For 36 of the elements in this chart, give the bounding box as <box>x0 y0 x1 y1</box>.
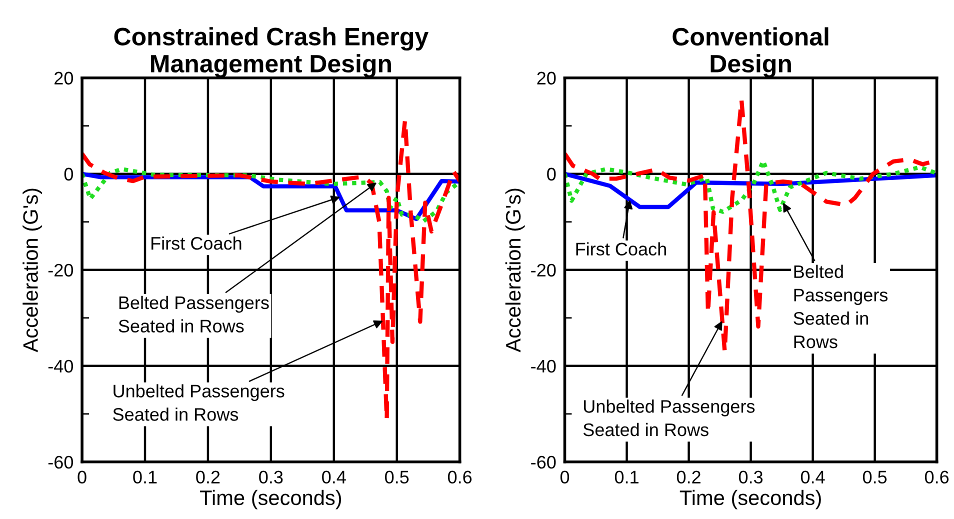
x-tick-label: 0 <box>560 470 570 484</box>
x-tick-label: 0.1 <box>133 470 157 484</box>
x-tick-label: 0.3 <box>738 470 763 484</box>
y-tick-label: -20 <box>48 264 74 277</box>
x-tick-label: 0 <box>78 470 86 484</box>
y-tick-label: -60 <box>531 456 556 469</box>
y-axis-title: Acceleration (G's) <box>505 188 525 352</box>
annotation: Unbelted Passengers Seated in Rows <box>113 384 284 421</box>
y-axis-title: Acceleration (G's) <box>22 188 42 352</box>
y-tick-label: -40 <box>531 360 556 373</box>
annotation: Unbelted Passengers Seated in Rows <box>583 400 755 436</box>
y-tick-label: -40 <box>48 360 74 373</box>
x-axis-title: Time (seconds) <box>200 490 342 510</box>
y-tick-label: 20 <box>54 72 74 85</box>
x-tick-label: 0.2 <box>676 470 700 484</box>
x-tick-label: 0.6 <box>924 470 949 484</box>
x-tick-label: 0.3 <box>259 470 283 484</box>
y-tick-label: -60 <box>48 456 74 469</box>
annotation: Belted Passengers Seated in Rows <box>794 264 888 348</box>
x-tick-label: 0.4 <box>800 470 825 484</box>
x-tick-label: 0.1 <box>614 470 638 484</box>
chart-title: Constrained Crash Energy Management Design <box>114 27 428 78</box>
chart-title: Conventional Design <box>672 27 828 78</box>
annotation: First Coach <box>576 242 666 256</box>
annotation: First Coach <box>152 236 242 250</box>
annotation: Belted Passengers Seated in Rows <box>118 296 269 332</box>
x-axis-title: Time (seconds) <box>680 490 821 510</box>
x-tick-label: 0.2 <box>196 470 220 484</box>
x-tick-label: 0.5 <box>862 470 887 484</box>
y-tick-label: 20 <box>537 72 556 85</box>
x-tick-label: 0.4 <box>322 470 346 484</box>
x-tick-label: 0.5 <box>385 470 409 484</box>
x-tick-label: 0.6 <box>448 470 472 484</box>
y-tick-label: 0 <box>64 168 74 181</box>
y-tick-label: 0 <box>547 168 556 181</box>
y-tick-label: -20 <box>531 264 556 277</box>
